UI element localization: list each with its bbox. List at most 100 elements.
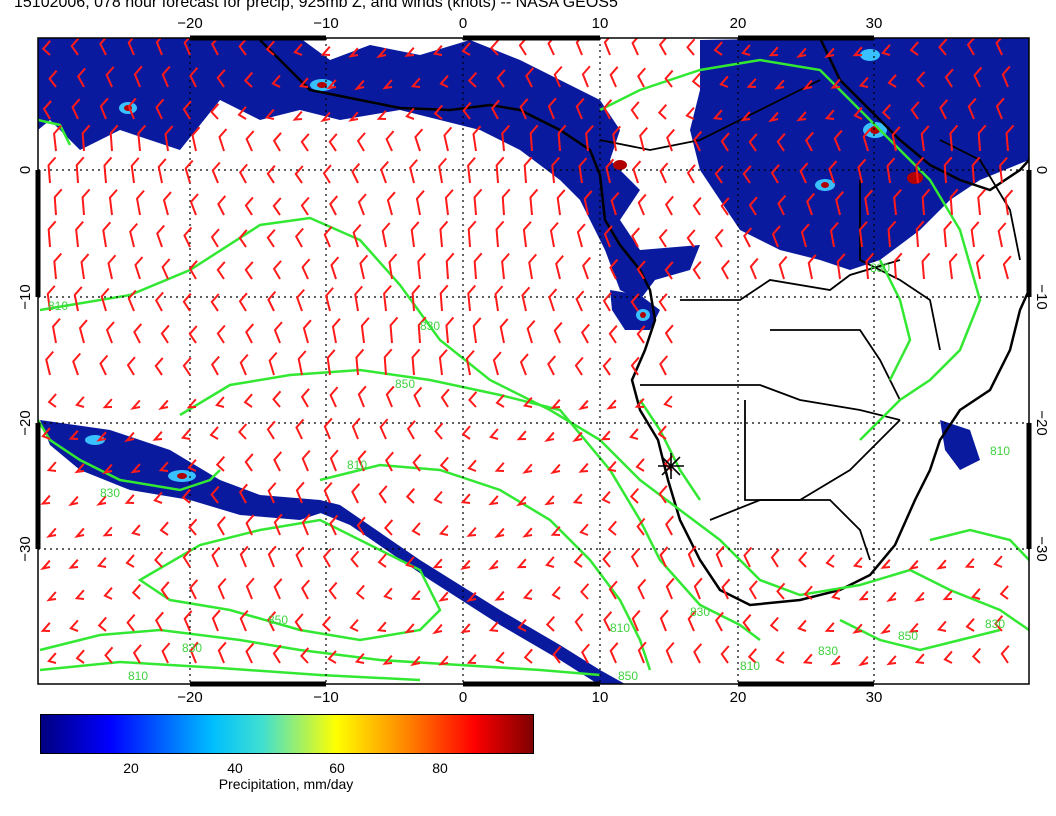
wind-barb-icon [210,293,220,312]
wind-barb-icon [494,462,505,472]
wind-barb-icon [244,453,254,472]
wind-barb-icon [438,591,449,602]
wind-barb-icon [158,461,169,472]
wind-barb-icon [583,190,593,216]
lat-label: 0 [17,166,34,174]
wind-barb-icon [693,643,703,664]
wind-barb-icon [70,38,80,56]
wind-barb-icon [768,46,779,57]
wind-barb-icon [578,399,589,411]
wind-barb-icon [432,623,443,635]
wind-barb-icon [858,221,868,248]
wind-barb-icon [692,197,702,216]
wind-barb-icon [552,645,562,664]
wind-barb-icon [824,47,835,58]
wind-barb-icon [331,318,341,344]
wind-barb-icon [272,390,282,408]
wind-barb-icon [68,495,79,507]
frame-ticks [35,35,1032,687]
wind-barb-icon [574,356,584,376]
wind-barb-icon [158,399,169,410]
colorbar-label: 80 [432,760,448,776]
wind-barb-icon [351,483,361,504]
wind-barb-icon [949,124,959,152]
wind-barb-icon [189,193,199,216]
wind-barb-icon [687,545,697,568]
wind-barb-icon [53,124,62,152]
wind-barb-icon [460,493,471,504]
wind-barb-icon [329,386,339,408]
lon-labels-bottom: −20 −10 0 10 20 30 [177,689,882,706]
wind-barb-icon [382,654,393,665]
wind-barb-icon [658,38,668,56]
wind-barb-icon [639,127,648,152]
wind-barb-icon [130,463,141,474]
wind-barb-icon [320,111,331,123]
wind-barb-icon [490,39,500,56]
wind-barb-icon [51,317,61,344]
wind-barb-icon [53,188,63,216]
colorbar-title: Precipitation, mm/day [218,776,354,792]
wind-barb-icon [807,254,817,280]
wind-barb-icon [977,188,987,216]
wind-barb-icon [180,429,191,440]
wind-barb-icon [576,223,586,248]
wind-barb-icon [632,160,642,184]
wind-barb-icon [525,67,535,88]
wind-barb-icon [664,195,674,216]
wind-barb-icon [499,318,509,344]
wind-barb-icon [973,66,983,88]
wind-barb-icon [267,611,277,632]
wind-barb-icon [606,460,617,472]
wind-barb-icon [579,523,589,536]
wind-barb-icon [637,67,646,88]
wind-barb-icon [862,127,872,152]
wind-barb-icon [551,586,561,600]
wind-barb-icon [523,648,533,664]
wind-barb-icon [328,133,338,152]
wind-barb-icon [608,580,618,600]
wind-barb-icon [300,388,310,408]
contour-label: 850 [268,613,288,627]
colorbar-label: 40 [227,760,243,776]
wind-barb-icon [519,353,529,376]
wind-barb-icon [108,189,118,216]
wind-barb-icon [939,99,949,120]
wind-barb-icon [188,518,198,536]
wind-barb-icon [321,616,332,632]
wind-barb-icon [330,256,340,280]
lon-label: 10 [592,15,609,32]
wind-barb-icon [473,252,483,280]
wind-barb-icon [522,527,533,538]
wind-barb-icon [494,590,505,601]
wind-barb-icon [323,225,333,248]
lon-label: −10 [313,689,338,706]
wind-barb-icon [999,156,1008,184]
wind-barb-icon [215,396,225,408]
wind-barb-icon [189,641,199,664]
wind-barb-icon [575,290,585,312]
wind-barb-icon [329,195,339,216]
wind-barb-icon [410,221,420,248]
wind-barb-icon [740,111,751,122]
wind-barb-icon [354,652,365,664]
wind-barb-icon [355,348,365,376]
wind-barb-icon [943,650,953,664]
wind-barb-icon [601,490,611,504]
wind-barb-icon [155,98,165,120]
wind-barb-icon [68,558,79,569]
wind-barb-icon [266,420,276,440]
wind-barb-icon [714,611,724,632]
wind-barb-icon [824,109,835,120]
wind-barb-icon [886,591,897,603]
wind-barb-icon [460,559,471,570]
wind-barb-icon [519,98,529,120]
wind-barb-icon [109,124,119,152]
wind-barb-icon [967,97,977,120]
wind-barb-icon [659,355,669,376]
wind-barb-icon [385,385,395,408]
wind-barb-icon [156,224,165,248]
wind-barb-icon [327,650,337,664]
wind-barb-icon [602,550,612,568]
